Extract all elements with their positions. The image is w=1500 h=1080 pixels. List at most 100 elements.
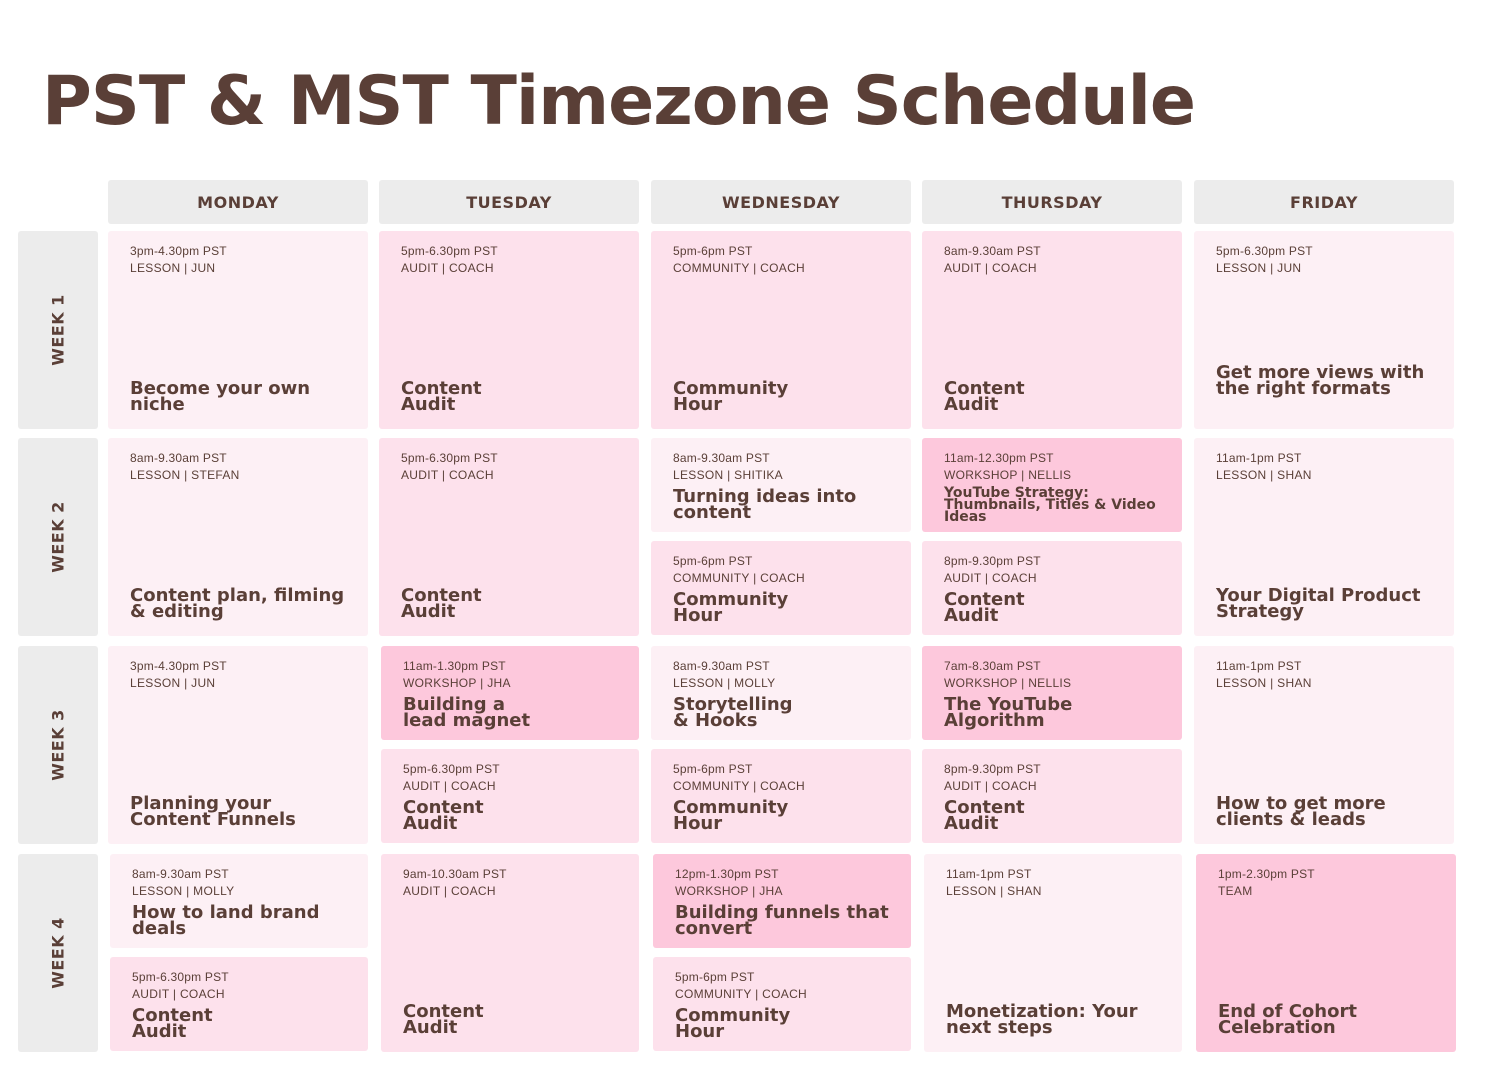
- session-time: 8am-9.30am PST: [944, 244, 1041, 258]
- session-card[interactable]: 9am-10.30am PST AUDIT | COACH Content Au…: [381, 854, 639, 1052]
- session-title: Content Audit: [401, 378, 482, 415]
- session-time: 11am-1pm PST: [1216, 659, 1302, 673]
- session-title: Building a lead magnet: [403, 694, 531, 731]
- session-title: Monetization: Your next steps: [946, 1001, 1138, 1038]
- session-category: AUDIT | COACH: [132, 987, 225, 1001]
- session-category: COMMUNITY | COACH: [673, 571, 805, 585]
- session-category: WORKSHOP | JHA: [403, 676, 511, 690]
- week-label-3: WEEK 3: [18, 646, 98, 844]
- session-category: AUDIT | COACH: [401, 468, 494, 482]
- session-category: WORKSHOP | JHA: [675, 884, 783, 898]
- session-time: 8pm-9.30pm PST: [944, 762, 1041, 776]
- session-time: 5pm-6pm PST: [675, 970, 755, 984]
- session-title: Community Hour: [673, 797, 789, 834]
- page-title: PST & MST Timezone Schedule: [42, 62, 1196, 141]
- session-time: 9am-10.30am PST: [403, 867, 507, 881]
- session-card[interactable]: 8pm-9.30pm PST AUDIT | COACH Content Aud…: [922, 541, 1182, 635]
- week-label-text: WEEK 2: [48, 501, 68, 573]
- session-category: LESSON | MOLLY: [673, 676, 776, 690]
- session-title: How to land brand deals: [132, 902, 320, 939]
- session-category: TEAM: [1218, 884, 1253, 898]
- session-category: AUDIT | COACH: [403, 779, 496, 793]
- session-card[interactable]: 8am-9.30am PST LESSON | MOLLY Storytelli…: [651, 646, 911, 740]
- session-title: Content Audit: [944, 797, 1025, 834]
- session-time: 5pm-6.30pm PST: [1216, 244, 1313, 258]
- session-card[interactable]: 5pm-6pm PST COMMUNITY | COACH Community …: [651, 541, 911, 635]
- session-category: COMMUNITY | COACH: [675, 987, 807, 1001]
- session-card[interactable]: 3pm-4.30pm PST LESSON | JUN Planning you…: [108, 646, 368, 844]
- session-card[interactable]: 3pm-4.30pm PST LESSON | JUN Become your …: [108, 231, 368, 429]
- session-category: LESSON | JUN: [130, 676, 216, 690]
- session-card[interactable]: 5pm-6.30pm PST AUDIT | COACH Content Aud…: [110, 957, 368, 1051]
- session-time: 7am-8.30am PST: [944, 659, 1041, 673]
- session-category: WORKSHOP | NELLIS: [944, 676, 1072, 690]
- session-card[interactable]: 5pm-6.30pm PST AUDIT | COACH Content Aud…: [381, 749, 639, 843]
- session-card[interactable]: 1pm-2.30pm PST TEAM End of Cohort Celebr…: [1196, 854, 1456, 1052]
- session-time: 1pm-2.30pm PST: [1218, 867, 1315, 881]
- session-card[interactable]: 5pm-6pm PST COMMUNITY | COACH Community …: [651, 231, 911, 429]
- day-header-friday: FRIDAY: [1194, 180, 1454, 224]
- day-header-tuesday: TUESDAY: [379, 180, 639, 224]
- session-time: 11am-1pm PST: [946, 867, 1032, 881]
- session-time: 5pm-6pm PST: [673, 762, 753, 776]
- session-title: Planning your Content Funnels: [130, 793, 296, 830]
- session-card[interactable]: 11am-1pm PST LESSON | SHAN Monetization:…: [924, 854, 1182, 1052]
- session-title: Content Audit: [132, 1005, 213, 1042]
- session-card[interactable]: 8pm-9.30pm PST AUDIT | COACH Content Aud…: [922, 749, 1182, 843]
- session-card[interactable]: 12pm-1.30pm PST WORKSHOP | JHA Building …: [653, 854, 911, 948]
- session-card[interactable]: 5pm-6pm PST COMMUNITY | COACH Community …: [653, 957, 911, 1051]
- session-title: Your Digital Product Strategy: [1216, 585, 1421, 622]
- session-category: LESSON | SHAN: [1216, 468, 1312, 482]
- session-card[interactable]: 5pm-6.30pm PST AUDIT | COACH Content Aud…: [379, 231, 639, 429]
- session-title: Storytelling & Hooks: [673, 694, 793, 731]
- session-title: Building funnels that convert: [675, 902, 889, 939]
- session-category: LESSON | SHITIKA: [673, 468, 783, 482]
- session-time: 11am-12.30pm PST: [944, 451, 1054, 465]
- session-category: COMMUNITY | COACH: [673, 261, 805, 275]
- session-card[interactable]: 11am-12.30pm PST WORKSHOP | NELLIS YouTu…: [922, 438, 1182, 532]
- session-category: LESSON | MOLLY: [132, 884, 235, 898]
- session-category: COMMUNITY | COACH: [673, 779, 805, 793]
- session-time: 5pm-6pm PST: [673, 244, 753, 258]
- week-label-4: WEEK 4: [18, 854, 98, 1052]
- session-card[interactable]: 5pm-6.30pm PST LESSON | JUN Get more vie…: [1194, 231, 1454, 429]
- session-title: Content Audit: [944, 589, 1025, 626]
- session-time: 3pm-4.30pm PST: [130, 659, 227, 673]
- session-category: LESSON | JUN: [1216, 261, 1302, 275]
- session-title: Get more views with the right formats: [1216, 362, 1425, 399]
- session-time: 11am-1.30pm PST: [403, 659, 506, 673]
- session-card[interactable]: 8am-9.30am PST AUDIT | COACH Content Aud…: [922, 231, 1182, 429]
- session-time: 8am-9.30am PST: [673, 451, 770, 465]
- session-title: How to get more clients & leads: [1216, 793, 1386, 830]
- session-card[interactable]: 8am-9.30am PST LESSON | MOLLY How to lan…: [110, 854, 368, 948]
- session-category: AUDIT | COACH: [403, 884, 496, 898]
- session-title: Content Audit: [944, 378, 1025, 415]
- session-category: LESSON | JUN: [130, 261, 216, 275]
- session-time: 12pm-1.30pm PST: [675, 867, 779, 881]
- session-title: Become your own niche: [130, 378, 311, 415]
- session-category: AUDIT | COACH: [944, 571, 1037, 585]
- session-card[interactable]: 11am-1pm PST LESSON | SHAN Your Digital …: [1194, 438, 1454, 636]
- session-card[interactable]: 8am-9.30am PST LESSON | SHITIKA Turning …: [651, 438, 911, 532]
- session-category: LESSON | SHAN: [946, 884, 1042, 898]
- session-time: 8am-9.30am PST: [130, 451, 227, 465]
- session-time: 8pm-9.30pm PST: [944, 554, 1041, 568]
- session-title: Content Audit: [403, 797, 484, 834]
- session-card[interactable]: 5pm-6pm PST COMMUNITY | COACH Community …: [651, 749, 911, 843]
- session-title: Community Hour: [675, 1005, 791, 1042]
- session-category: WORKSHOP | NELLIS: [944, 468, 1072, 482]
- session-card[interactable]: 8am-9.30am PST LESSON | STEFAN Content p…: [108, 438, 368, 636]
- session-card[interactable]: 11am-1.30pm PST WORKSHOP | JHA Building …: [381, 646, 639, 740]
- session-time: 5pm-6.30pm PST: [403, 762, 500, 776]
- session-title: Content plan, filming & editing: [130, 585, 345, 622]
- week-label-2: WEEK 2: [18, 438, 98, 636]
- session-card[interactable]: 7am-8.30am PST WORKSHOP | NELLIS The You…: [922, 646, 1182, 740]
- session-time: 5pm-6.30pm PST: [401, 244, 498, 258]
- session-category: AUDIT | COACH: [401, 261, 494, 275]
- session-card[interactable]: 11am-1pm PST LESSON | SHAN How to get mo…: [1194, 646, 1454, 844]
- week-label-text: WEEK 4: [48, 917, 68, 989]
- session-time: 5pm-6.30pm PST: [132, 970, 229, 984]
- session-time: 11am-1pm PST: [1216, 451, 1302, 465]
- session-time: 8am-9.30am PST: [673, 659, 770, 673]
- session-card[interactable]: 5pm-6.30pm PST AUDIT | COACH Content Aud…: [379, 438, 639, 636]
